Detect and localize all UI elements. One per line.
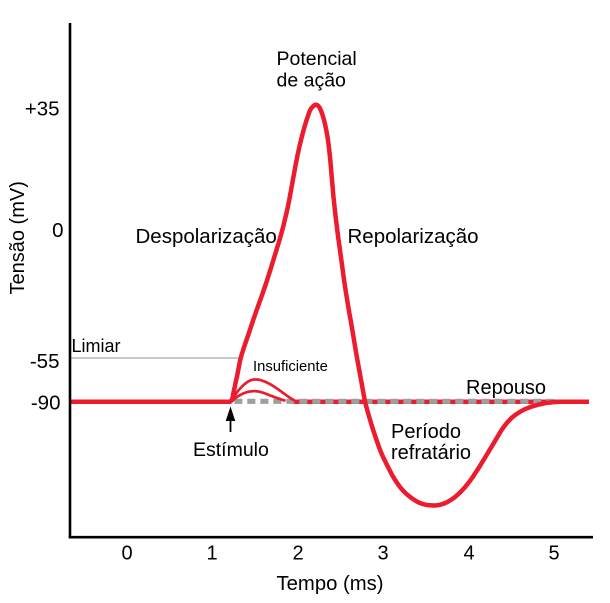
svg-text:refratário: refratário <box>391 442 471 464</box>
svg-text:-90: -90 <box>31 392 61 415</box>
svg-text:Repouso: Repouso <box>466 377 546 399</box>
svg-text:Tempo (ms): Tempo (ms) <box>277 573 384 595</box>
svg-text:Tensão (mV): Tensão (mV) <box>7 181 29 294</box>
svg-text:1: 1 <box>206 543 217 565</box>
svg-text:5: 5 <box>548 543 559 565</box>
svg-text:Período: Período <box>391 421 461 443</box>
svg-text:Limiar: Limiar <box>72 336 121 356</box>
svg-text:4: 4 <box>463 543 474 565</box>
svg-text:Repolarização: Repolarização <box>348 225 479 248</box>
svg-text:Estímulo: Estímulo <box>193 439 269 461</box>
svg-text:3: 3 <box>377 543 388 565</box>
svg-text:+35: +35 <box>25 98 60 121</box>
svg-text:2: 2 <box>292 543 303 565</box>
svg-text:Despolarização: Despolarização <box>136 225 277 248</box>
svg-text:de ação: de ação <box>277 69 347 91</box>
svg-text:Potencial: Potencial <box>277 48 357 70</box>
svg-text:0: 0 <box>52 219 63 242</box>
svg-text:Insuficiente: Insuficiente <box>253 359 328 375</box>
svg-text:-55: -55 <box>30 350 60 373</box>
svg-text:0: 0 <box>121 543 132 565</box>
